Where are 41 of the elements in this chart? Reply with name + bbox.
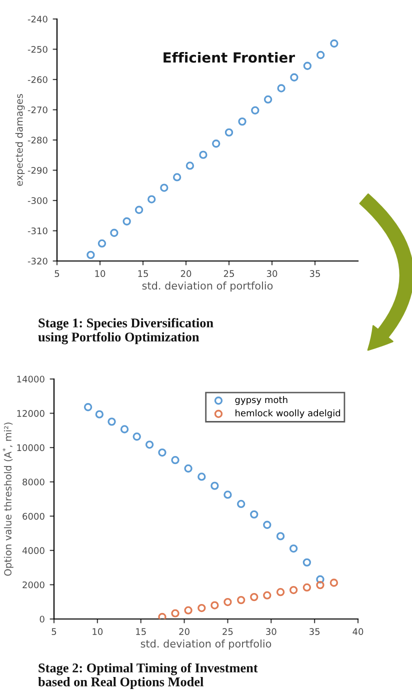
y-axis-title: Option value threshold (A$^{*}$, mi²) xyxy=(2,422,14,576)
y-tick-label: -270 xyxy=(28,106,48,114)
x-tick-label: 15 xyxy=(138,270,148,278)
y-tick-label: -240 xyxy=(28,16,48,23)
y-tick-label: 10000 xyxy=(17,444,44,452)
x-tick-label: 35 xyxy=(310,270,320,278)
y-tick-label: 12000 xyxy=(17,410,44,417)
y-tick-label: -320 xyxy=(28,258,48,265)
text: Efficient Frontier xyxy=(164,52,295,63)
legend-label: hemlock woolly adelgid xyxy=(236,409,340,418)
x-tick-label: 20 xyxy=(180,270,192,278)
x-tick-label: 5 xyxy=(54,270,60,278)
y-tick-label: -310 xyxy=(28,227,48,234)
legend-label: gypsy moth xyxy=(235,396,288,405)
y-tick-label: 8000 xyxy=(22,478,44,486)
x-tick-label: 25 xyxy=(224,270,234,278)
x-tick-label: 5 xyxy=(52,628,56,636)
x-tick-label: 15 xyxy=(136,628,146,636)
x-axis-title: std. deviation of portfolio xyxy=(140,640,272,650)
y-tick-label: -290 xyxy=(28,166,48,174)
x-tick-label: 40 xyxy=(352,628,364,636)
y-axis-title: expected damages xyxy=(15,94,25,186)
y-tick-label: -250 xyxy=(28,46,48,53)
x-tick-label: 10 xyxy=(92,628,103,636)
text: Stage 2: Optimal Timing of Investment based on Real Options Model xyxy=(38,663,258,689)
y-tick-label: 6000 xyxy=(22,512,44,520)
y-tick-label: -260 xyxy=(28,76,48,84)
x-tick-label: 30 xyxy=(266,270,278,278)
y-tick-label: 14000 xyxy=(17,376,44,383)
y-tick-label: -280 xyxy=(28,136,48,144)
y-tick-label: 2000 xyxy=(22,581,44,588)
x-tick-label: 35 xyxy=(310,628,320,636)
y-tick-label: 0 xyxy=(40,616,44,623)
x-tick-label: 30 xyxy=(266,628,276,636)
x-tick-label: 10 xyxy=(95,270,106,278)
x-axis-title: std. deviation of portfolio xyxy=(142,282,273,292)
y-tick-label: 4000 xyxy=(22,547,44,554)
text: Stage 1: Species Diversification using Portfolio Optimization xyxy=(38,318,214,344)
x-tick-label: 25 xyxy=(222,628,233,636)
y-tick-label: -300 xyxy=(28,197,48,204)
x-tick-label: 20 xyxy=(179,628,190,636)
